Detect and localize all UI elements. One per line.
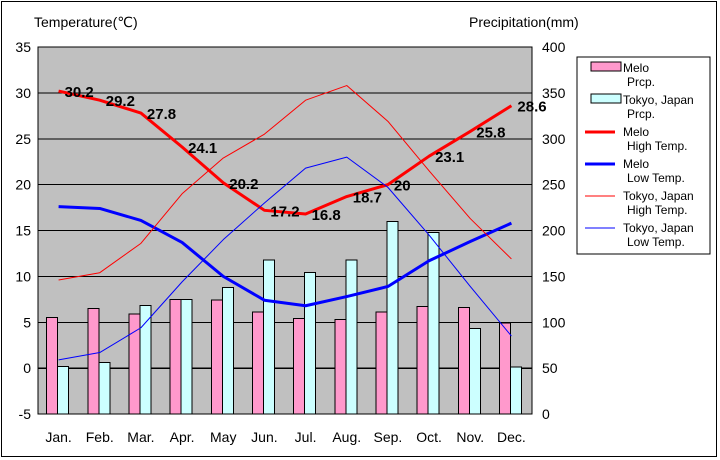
melo-high-data-label: 27.8 xyxy=(147,106,176,123)
legend-sublabel: High Temp. xyxy=(627,203,687,217)
left-tick-label: 0 xyxy=(23,360,31,376)
left-tick-label: 20 xyxy=(15,177,31,193)
legend-label: Melo xyxy=(623,125,649,139)
line-series-3 xyxy=(58,156,512,361)
left-tick-label: 35 xyxy=(15,39,31,55)
line-series-2 xyxy=(58,85,512,281)
x-tick-label: Apr. xyxy=(170,429,195,445)
right-tick-label: 200 xyxy=(542,223,566,239)
x-tick-label: Aug. xyxy=(332,429,361,445)
melo-high-data-label: 20 xyxy=(394,178,411,195)
bar-melo-prcp xyxy=(251,311,264,415)
legend-label: Melo xyxy=(623,61,649,75)
x-tick-label: Jan. xyxy=(45,429,71,445)
right-tick-label: 0 xyxy=(542,406,550,422)
left-tick-label: 25 xyxy=(15,131,31,147)
bar-melo-prcp xyxy=(169,298,182,415)
right-tick-label: 350 xyxy=(542,85,566,101)
legend-swatch xyxy=(590,61,622,72)
bar-melo-prcp xyxy=(416,306,429,415)
x-tick-label: Jun. xyxy=(251,429,277,445)
right-tick-label: 400 xyxy=(542,39,566,55)
bar-melo-prcp xyxy=(375,311,388,415)
bar-melo-prcp xyxy=(498,322,511,415)
right-tick-label: 250 xyxy=(542,177,566,193)
line-series-1 xyxy=(58,205,513,308)
legend-sublabel: High Temp. xyxy=(627,139,687,153)
legend-label: Melo xyxy=(623,157,649,171)
left-tick-label: 15 xyxy=(15,223,31,239)
legend-sublabel: Prcp. xyxy=(627,75,655,89)
bar-melo-prcp xyxy=(457,307,470,415)
melo-high-data-label: 18.7 xyxy=(353,190,382,207)
melo-high-data-label: 30.2 xyxy=(65,84,94,101)
right-tick-label: 150 xyxy=(542,268,566,284)
left-tick-label: 10 xyxy=(15,268,31,284)
x-tick-label: Jul. xyxy=(295,429,317,445)
bar-tokyo-prcp xyxy=(98,362,111,415)
x-tick-label: Dec. xyxy=(497,429,526,445)
right-axis-title: Precipitation(mm) xyxy=(469,14,579,30)
melo-high-data-label: 25.8 xyxy=(476,124,505,141)
legend-label: Tokyo, Japan xyxy=(623,93,694,107)
bar-tokyo-prcp xyxy=(386,220,399,415)
bar-tokyo-prcp xyxy=(262,259,275,415)
right-tick-label: 100 xyxy=(542,314,566,330)
x-tick-label: Sep. xyxy=(374,429,403,445)
plot-border xyxy=(37,46,533,415)
x-tick-label: Oct. xyxy=(416,429,442,445)
bar-tokyo-prcp xyxy=(304,272,317,415)
x-tick-label: May xyxy=(210,429,236,445)
bar-melo-prcp xyxy=(293,318,306,415)
right-tick-label: 300 xyxy=(542,131,566,147)
bar-tokyo-prcp xyxy=(139,305,152,415)
bar-melo-prcp xyxy=(210,299,223,415)
bar-melo-prcp xyxy=(46,317,59,415)
melo-high-data-label: 23.1 xyxy=(435,149,464,166)
melo-high-data-label: 24.1 xyxy=(188,140,217,157)
legend-label: Tokyo, Japan xyxy=(623,189,694,203)
melo-high-data-label: 17.2 xyxy=(270,203,299,220)
line-series-0 xyxy=(58,89,513,216)
x-tick-label: Nov. xyxy=(456,429,484,445)
melo-high-data-label: 29.2 xyxy=(106,93,135,110)
bar-melo-prcp xyxy=(334,318,347,415)
right-tick-label: 50 xyxy=(542,360,558,376)
legend-sublabel: Low Temp. xyxy=(627,171,685,185)
legend-sublabel: Low Temp. xyxy=(627,235,685,249)
legend-swatch xyxy=(590,93,622,104)
left-tick-label: 5 xyxy=(23,314,31,330)
left-tick-label: 30 xyxy=(15,85,31,101)
legend-label: Tokyo, Japan xyxy=(623,221,694,235)
legend-box xyxy=(576,56,711,255)
x-tick-label: Feb. xyxy=(86,429,114,445)
legend-sublabel: Prcp. xyxy=(627,107,655,121)
left-axis-title: Temperature(℃) xyxy=(34,14,138,30)
bar-tokyo-prcp xyxy=(509,366,522,415)
melo-high-data-label: 20.2 xyxy=(229,176,258,193)
bar-tokyo-prcp xyxy=(221,286,234,415)
left-tick-label: -5 xyxy=(19,406,32,422)
bar-tokyo-prcp xyxy=(180,298,193,415)
bar-tokyo-prcp xyxy=(468,328,481,415)
melo-high-data-label: 16.8 xyxy=(312,207,341,224)
bar-melo-prcp xyxy=(87,307,100,415)
bar-tokyo-prcp xyxy=(345,259,358,415)
bar-tokyo-prcp xyxy=(57,365,70,415)
x-tick-label: Mar. xyxy=(127,429,154,445)
